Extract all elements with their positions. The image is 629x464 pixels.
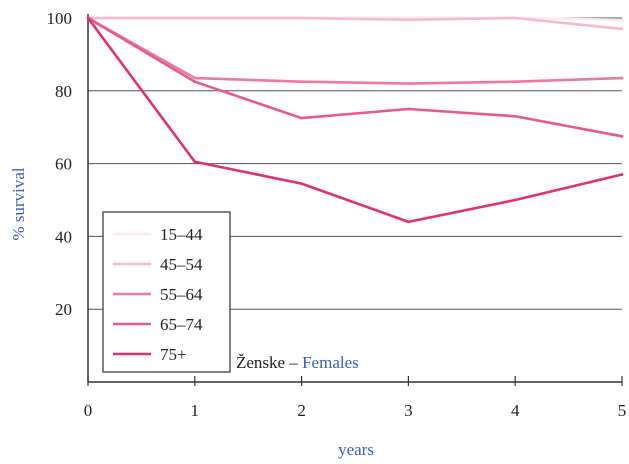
series-line-1	[88, 16, 623, 31]
legend-label: 55–64	[160, 285, 203, 304]
axes: 20 40 60 80 100 0 1 2 3 4 5	[47, 9, 627, 420]
data-point	[300, 80, 303, 84]
y-tick-label: 40	[55, 227, 72, 246]
x-axis-label: years	[338, 440, 374, 459]
x-tick-label: 1	[191, 401, 200, 420]
data-point	[620, 18, 624, 22]
data-point	[300, 116, 303, 120]
x-tick-label: 2	[297, 401, 306, 420]
data-point	[300, 182, 303, 186]
legend-box	[102, 211, 231, 373]
data-point	[193, 80, 197, 84]
data-point	[193, 76, 197, 80]
data-point	[620, 134, 624, 138]
y-tick-label: 60	[55, 155, 72, 174]
data-point	[407, 220, 410, 224]
legend-label: 45–54	[160, 255, 203, 274]
data-point	[86, 16, 90, 20]
data-point	[513, 198, 517, 202]
data-point	[513, 16, 517, 20]
chart-annotation: Ženske – Females	[236, 353, 359, 372]
data-point	[620, 173, 624, 176]
y-tick-label: 80	[55, 82, 72, 101]
data-point	[407, 18, 410, 22]
y-tick-label: 100	[47, 9, 73, 28]
y-tick-label: 20	[55, 300, 72, 319]
data-point	[620, 76, 624, 80]
data-point	[407, 107, 410, 111]
data-point	[300, 16, 303, 20]
series-lines	[86, 16, 624, 224]
x-tick-label: 5	[618, 401, 627, 420]
data-point	[407, 82, 410, 85]
y-axis-label: % survival	[9, 167, 28, 240]
x-tick-label: 4	[511, 401, 520, 420]
data-point	[193, 16, 197, 20]
annotation-prefix: Ženske –	[236, 353, 302, 372]
data-point	[620, 27, 624, 31]
data-point	[193, 160, 197, 164]
annotation-suffix: Females	[302, 353, 359, 372]
legend: 15–44 45–54 55–64 65–74 75+	[102, 211, 231, 373]
series-line-3	[87, 16, 623, 138]
series-line-2	[87, 16, 623, 85]
data-point	[513, 80, 517, 84]
legend-label: 65–74	[160, 315, 203, 334]
legend-label: 15–44	[160, 225, 203, 244]
series-line-4	[86, 17, 623, 224]
x-tick-label: 3	[404, 401, 413, 420]
data-point	[513, 114, 517, 118]
x-tick-label: 0	[84, 401, 93, 420]
legend-label: 75+	[160, 345, 187, 364]
